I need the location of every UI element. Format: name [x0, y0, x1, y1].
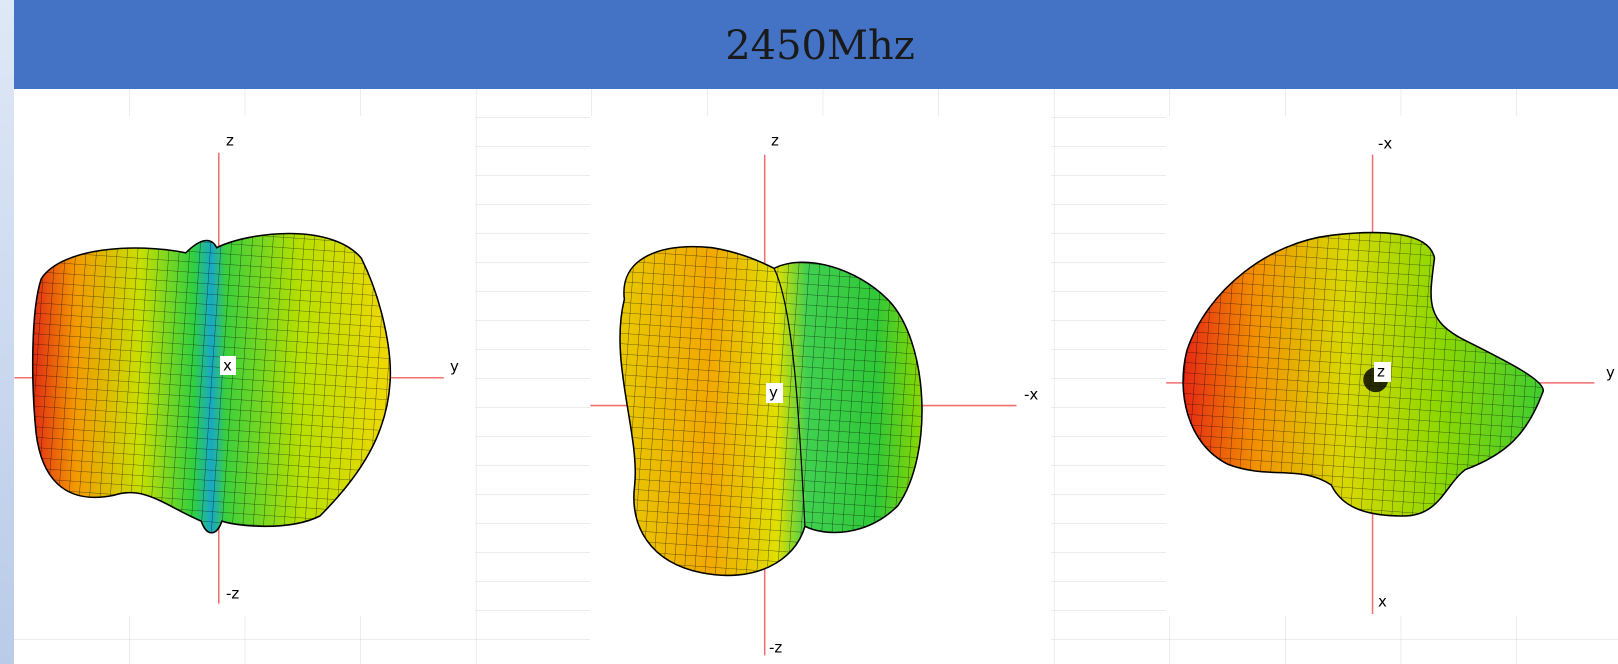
axis-label: -x — [1024, 386, 1038, 404]
axis-label: x — [223, 357, 232, 375]
axis-label: -z — [226, 585, 239, 603]
axis-label: y — [450, 358, 459, 376]
page: 2450Mhz z -z y x z -z -x — [0, 0, 1618, 664]
axis-label: z — [1377, 363, 1385, 381]
axis-label: -x — [1378, 135, 1392, 153]
axis-label: z — [771, 132, 779, 150]
radiation-pattern — [33, 233, 391, 532]
window-edge — [0, 0, 14, 664]
axis-label: x — [1378, 593, 1387, 611]
axis-label: y — [769, 384, 778, 402]
axis-label: z — [226, 132, 234, 150]
axis-label: -z — [769, 639, 782, 657]
axis-label: y — [1606, 364, 1615, 382]
screen: 2450Mhz z -z y x z -z -x — [0, 0, 1618, 664]
header-title: 2450Mhz — [725, 23, 915, 69]
